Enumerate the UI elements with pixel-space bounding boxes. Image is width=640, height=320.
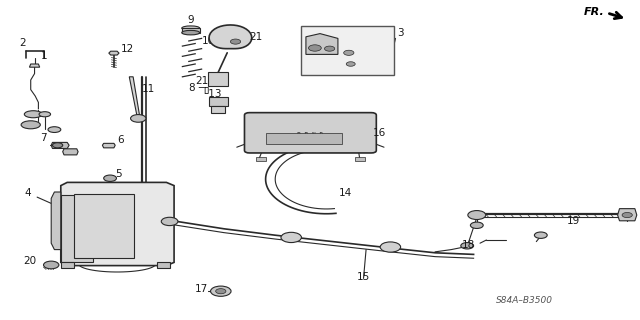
Text: 16: 16 [373, 128, 387, 138]
Circle shape [346, 62, 355, 66]
Circle shape [281, 232, 301, 243]
Text: 9: 9 [188, 15, 194, 25]
Circle shape [324, 46, 335, 51]
Text: 3: 3 [397, 28, 403, 38]
Text: P R N D: P R N D [297, 132, 324, 137]
Text: 5: 5 [115, 169, 122, 179]
Bar [301, 26, 394, 75]
Polygon shape [51, 192, 61, 250]
Bar [211, 106, 225, 113]
Circle shape [161, 217, 178, 226]
Bar [208, 72, 228, 86]
Text: 18: 18 [462, 240, 476, 250]
Ellipse shape [39, 112, 51, 117]
Polygon shape [129, 77, 140, 116]
Text: 10: 10 [202, 36, 215, 46]
Bar [182, 28, 200, 33]
Circle shape [380, 242, 401, 252]
Text: └13: └13 [189, 89, 221, 99]
Circle shape [104, 175, 116, 181]
Polygon shape [61, 182, 174, 266]
Polygon shape [209, 25, 252, 49]
Bar [256, 157, 266, 161]
Circle shape [131, 115, 146, 122]
Bar [61, 262, 74, 268]
Text: 12: 12 [120, 44, 134, 54]
Bar [209, 97, 228, 106]
Circle shape [534, 232, 547, 238]
Polygon shape [61, 195, 93, 262]
Polygon shape [109, 51, 119, 55]
Ellipse shape [24, 111, 42, 118]
Text: 15: 15 [357, 272, 371, 282]
Circle shape [230, 39, 241, 44]
Text: 4: 4 [24, 188, 31, 198]
Polygon shape [306, 34, 338, 54]
Bar [74, 194, 134, 258]
Circle shape [308, 45, 321, 51]
Text: 21: 21 [250, 32, 263, 42]
FancyBboxPatch shape [244, 113, 376, 153]
Text: 19: 19 [566, 216, 580, 226]
Circle shape [52, 143, 63, 148]
Text: 7: 7 [40, 133, 46, 143]
Polygon shape [29, 64, 40, 67]
Circle shape [216, 289, 226, 294]
Text: 14: 14 [339, 188, 353, 198]
Bar [355, 157, 365, 161]
Polygon shape [51, 142, 69, 148]
Text: FR.: FR. [584, 7, 605, 17]
Polygon shape [618, 209, 637, 221]
Text: 17: 17 [195, 284, 209, 294]
Circle shape [44, 261, 59, 269]
Ellipse shape [182, 30, 200, 35]
Text: 6: 6 [117, 135, 124, 145]
Circle shape [344, 50, 354, 55]
Text: 8 ─┐: 8 ─┐ [189, 82, 211, 93]
Circle shape [461, 243, 474, 249]
Text: S84A–B3500: S84A–B3500 [496, 296, 554, 305]
Bar [266, 133, 342, 144]
Circle shape [622, 212, 632, 218]
Text: 1: 1 [40, 52, 47, 61]
Polygon shape [63, 149, 78, 155]
Polygon shape [102, 143, 115, 148]
Ellipse shape [21, 121, 40, 129]
Bar [157, 262, 170, 268]
Ellipse shape [182, 26, 200, 30]
Circle shape [468, 211, 486, 220]
Ellipse shape [48, 127, 61, 132]
Text: 2: 2 [19, 38, 26, 48]
Text: 11: 11 [142, 84, 156, 94]
Text: 20: 20 [23, 256, 36, 266]
Text: 21: 21 [195, 76, 209, 86]
Circle shape [211, 286, 231, 296]
Circle shape [470, 222, 483, 228]
